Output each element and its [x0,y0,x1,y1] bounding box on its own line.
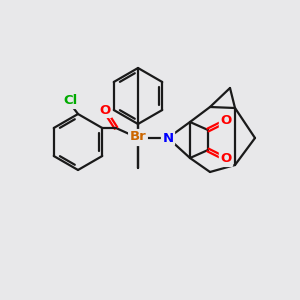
Text: O: O [99,103,111,116]
Text: Cl: Cl [63,94,77,107]
Text: O: O [220,115,232,128]
Text: N: N [132,131,144,145]
Text: N: N [162,131,174,145]
Text: O: O [220,152,232,166]
Text: Br: Br [130,130,146,143]
